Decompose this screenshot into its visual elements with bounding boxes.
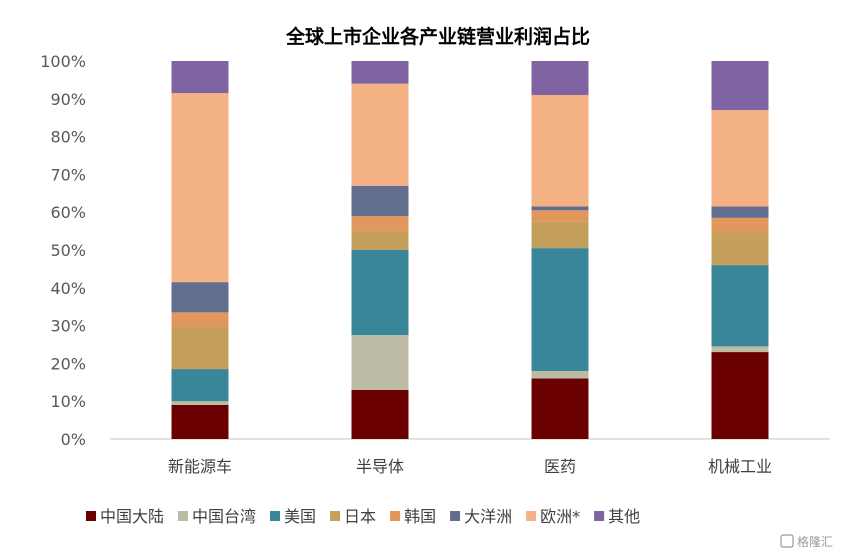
watermark-text: 格隆汇 bbox=[797, 534, 833, 549]
bar-segment bbox=[351, 335, 409, 390]
bar-segment bbox=[171, 282, 229, 313]
bar-segment bbox=[531, 378, 589, 439]
watermark: 格隆汇 bbox=[780, 534, 833, 549]
legend: 中国大陆 中国台湾 美国 日本 韩国 大洋洲 欧洲* 其他 bbox=[86, 507, 640, 526]
x-tick-label: 医药 bbox=[544, 457, 576, 476]
bar-segment bbox=[531, 61, 589, 96]
bars-group bbox=[171, 61, 769, 439]
bar-segment bbox=[351, 231, 409, 250]
y-tick-label: 30% bbox=[50, 317, 86, 336]
bar-segment bbox=[351, 389, 409, 439]
bar-segment bbox=[171, 369, 229, 402]
legend-swatch bbox=[86, 511, 96, 521]
legend-label: 中国台湾 bbox=[192, 507, 256, 526]
x-tick-label: 新能源车 bbox=[168, 457, 232, 476]
watermark-logo-icon bbox=[780, 534, 794, 548]
y-tick-label: 10% bbox=[50, 392, 86, 411]
y-axis: 0% 10% 20% 30% 40% 50% 60% 70% 80% 90% 100% bbox=[40, 52, 86, 449]
bar-segment bbox=[351, 83, 409, 186]
bar-segment bbox=[531, 221, 589, 249]
bar-segment bbox=[171, 93, 229, 283]
legend-label: 日本 bbox=[344, 507, 376, 526]
chart-title: 全球上市企业各产业链营业利润占比 bbox=[285, 25, 590, 48]
bar-segment bbox=[711, 232, 769, 266]
x-axis-labels: 新能源车 半导体 医药 机械工业 bbox=[168, 457, 772, 476]
bar-segment bbox=[711, 352, 769, 439]
bar-segment bbox=[171, 61, 229, 94]
bar-segment bbox=[531, 248, 589, 371]
y-tick-label: 40% bbox=[50, 279, 86, 298]
bar-segment bbox=[171, 327, 229, 370]
y-tick-label: 50% bbox=[50, 241, 86, 260]
legend-label: 其他 bbox=[608, 507, 640, 526]
x-tick-label: 机械工业 bbox=[708, 457, 772, 476]
legend-swatch bbox=[450, 511, 461, 521]
bar-segment bbox=[351, 215, 409, 232]
y-tick-label: 0% bbox=[61, 430, 86, 449]
bar-segment bbox=[171, 404, 229, 439]
y-tick-label: 60% bbox=[50, 203, 86, 222]
legend-label: 美国 bbox=[284, 507, 316, 526]
bar-segment bbox=[711, 61, 769, 111]
y-tick-label: 20% bbox=[50, 354, 86, 373]
bar-segment bbox=[171, 401, 229, 405]
legend-label: 欧洲* bbox=[540, 507, 580, 526]
y-tick-label: 80% bbox=[50, 128, 86, 147]
bar-segment bbox=[531, 206, 589, 211]
bar-segment bbox=[531, 95, 589, 207]
legend-swatch bbox=[390, 511, 401, 521]
y-tick-label: 70% bbox=[50, 165, 86, 184]
legend-swatch bbox=[526, 511, 537, 521]
bar-segment bbox=[711, 217, 769, 233]
x-tick-label: 半导体 bbox=[356, 457, 404, 476]
bar-segment bbox=[171, 312, 229, 328]
bar-segment bbox=[711, 346, 769, 353]
bar-segment bbox=[351, 61, 409, 84]
legend-label: 中国大陆 bbox=[100, 507, 164, 526]
bar-segment bbox=[711, 206, 769, 218]
bar-segment bbox=[351, 250, 409, 336]
legend-swatch bbox=[330, 511, 341, 521]
bar-segment bbox=[351, 185, 409, 216]
legend-label: 韩国 bbox=[404, 507, 436, 526]
y-tick-label: 90% bbox=[50, 90, 86, 109]
bar-segment bbox=[711, 110, 769, 207]
bar-segment bbox=[531, 370, 589, 379]
legend-swatch bbox=[270, 511, 281, 521]
bar-segment bbox=[531, 210, 589, 222]
legend-label: 大洋洲 bbox=[464, 507, 512, 526]
legend-swatch bbox=[594, 511, 605, 521]
y-tick-label: 100% bbox=[40, 52, 86, 71]
bar-segment bbox=[711, 265, 769, 347]
legend-swatch bbox=[178, 511, 189, 521]
